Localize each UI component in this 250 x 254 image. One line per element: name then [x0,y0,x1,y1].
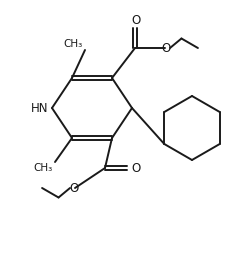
Text: HN: HN [30,102,48,115]
Text: O: O [162,41,170,55]
Text: CH₃: CH₃ [34,163,53,173]
Text: CH₃: CH₃ [64,39,83,49]
Text: O: O [70,182,78,195]
Text: O: O [131,162,140,174]
Text: O: O [132,14,140,27]
